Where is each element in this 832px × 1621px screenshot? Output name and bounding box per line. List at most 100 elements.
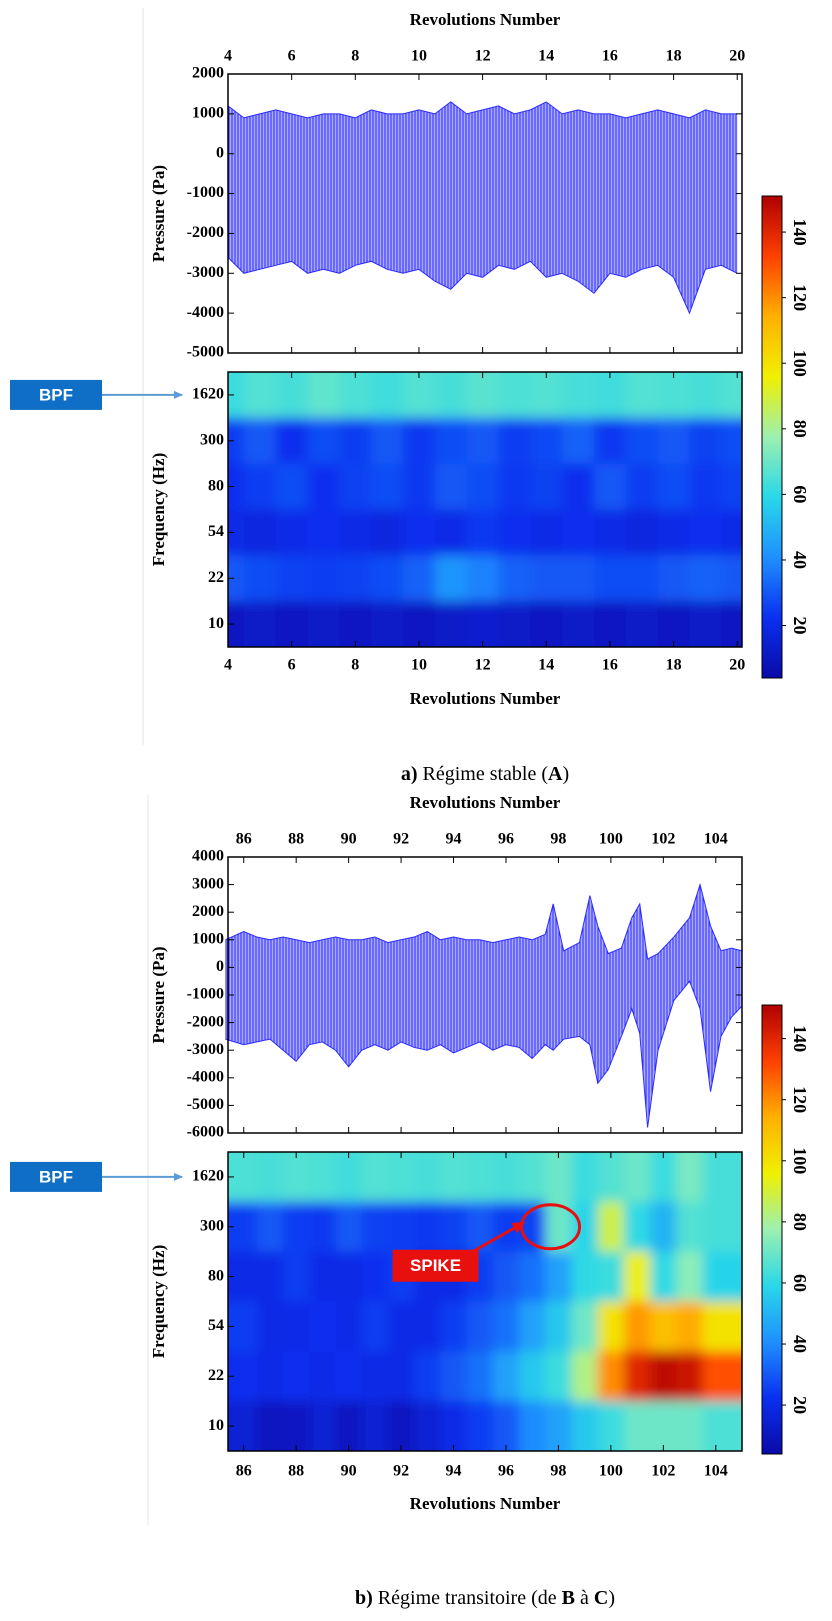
scalogram-cell (594, 372, 627, 419)
x-axis-title: Revolutions Number (410, 1494, 561, 1513)
x-tick-label: 20 (729, 48, 745, 65)
scalogram-cell (371, 417, 404, 465)
colorbar-tick-label: 60 (790, 485, 810, 503)
y-tick-label: 1620 (192, 386, 224, 403)
scalogram-cell (256, 1301, 284, 1352)
scalogram-cell (625, 372, 659, 419)
scalogram-cell (361, 1351, 389, 1402)
scalogram-cell (492, 1251, 520, 1302)
scalogram-cell (530, 601, 563, 647)
scalogram-cell (498, 509, 531, 556)
scalogram-cell (307, 555, 340, 602)
x-tick-label: 88 (288, 831, 304, 848)
x-tick-label: 90 (341, 1463, 357, 1480)
scalogram-cell (243, 463, 277, 510)
scalogram-cell (657, 509, 690, 556)
scalogram-cell (440, 1401, 468, 1451)
y-tick-label: -5000 (187, 1096, 224, 1113)
scalogram-cell (307, 601, 340, 647)
scalogram-cell (702, 1401, 742, 1451)
scalogram-cell (689, 601, 722, 647)
scalogram-cell (721, 555, 742, 602)
scalogram-cell (228, 463, 245, 510)
caption-part: Régime stable ( (418, 763, 549, 785)
scalogram-cell (519, 1152, 546, 1203)
scalogram-cell (562, 601, 595, 647)
y-tick-label: 54 (208, 523, 224, 540)
x-tick-label: 100 (599, 1463, 623, 1480)
scalogram-cell (519, 1401, 546, 1451)
scalogram-cell (721, 417, 742, 465)
x-tick-label: 98 (550, 831, 566, 848)
scalogram-cell (689, 463, 722, 510)
scalogram-cell (721, 601, 742, 647)
x-tick-label: 104 (704, 1463, 728, 1480)
x-tick-label: 10 (411, 657, 427, 674)
scalogram-cell (545, 1351, 573, 1402)
scalogram-cell (702, 1301, 742, 1352)
colorbar-tick-label: 100 (790, 1147, 810, 1174)
scalogram-cell (492, 1301, 520, 1352)
scalogram-cell (650, 1301, 677, 1352)
scalogram-cells (228, 372, 742, 647)
caption: a) Régime stable (A) (401, 763, 569, 785)
signal-lower (227, 256, 738, 315)
scalogram-cell (466, 1201, 494, 1253)
scalogram-cell (498, 555, 531, 602)
scalogram-cell (571, 1351, 599, 1402)
y-tick-label: 10 (208, 1417, 224, 1434)
plot-frame (227, 1151, 743, 1452)
scalogram-cell (594, 601, 627, 647)
scalogram-cell (414, 1301, 441, 1352)
caption-part: b) (355, 1587, 373, 1609)
scalogram-cell (256, 1351, 284, 1402)
scalogram-cell (571, 1401, 599, 1451)
scalogram-cell (335, 1351, 363, 1402)
caption-part: ) (608, 1587, 615, 1609)
scalogram-cell (307, 509, 340, 556)
y-tick-label: -3000 (187, 264, 224, 281)
scalogram-cell (650, 1351, 677, 1402)
scalogram-cell (256, 1251, 284, 1302)
scalogram-cell (562, 509, 595, 556)
scalogram-cell (492, 1401, 520, 1451)
scalogram-cell (562, 555, 595, 602)
y-tick-label: 2000 (192, 65, 224, 82)
x-axis-title: Revolutions Number (410, 689, 561, 708)
scalogram-cell (466, 1152, 494, 1203)
y-tick-label: 3000 (192, 875, 224, 892)
scalogram (228, 1152, 742, 1451)
x-tick-label: 14 (538, 48, 554, 65)
scalogram-cell (371, 372, 404, 419)
scalogram-cell (650, 1201, 677, 1253)
scalogram-cell (243, 555, 277, 602)
scalogram-cell (335, 1152, 363, 1203)
scalogram-cell (371, 555, 404, 602)
y-tick-label: -6000 (187, 1124, 224, 1141)
scalogram-cell (361, 1201, 389, 1253)
scalogram-cell (721, 372, 742, 419)
x-axis-title: Revolutions Number (410, 10, 561, 29)
x-tick-label: 4 (224, 657, 232, 674)
scalogram-cell (466, 1301, 494, 1352)
scalogram-cell (466, 463, 500, 510)
scalogram-cell (434, 372, 468, 419)
scalogram-cell (519, 1351, 546, 1402)
scalogram-cell (623, 1251, 651, 1302)
scalogram-cell (594, 555, 627, 602)
scalogram-cell (657, 417, 690, 465)
y-tick-label: 4000 (192, 848, 224, 865)
scalogram-cell (597, 1351, 625, 1402)
y-tick-label: 300 (200, 431, 224, 448)
scalogram-cell (283, 1401, 310, 1451)
scalogram-cell (307, 372, 340, 419)
scalogram-cell (440, 1201, 468, 1253)
scalogram-cell (414, 1351, 441, 1402)
y-tick-label: 22 (208, 569, 224, 586)
x-tick-label: 92 (393, 1463, 409, 1480)
x-tick-label: 8 (351, 48, 359, 65)
scalogram-cell (228, 372, 245, 419)
scalogram-cell (275, 372, 309, 419)
colorbar-tick-label: 20 (790, 617, 810, 635)
y-tick-label: -5000 (187, 344, 224, 361)
